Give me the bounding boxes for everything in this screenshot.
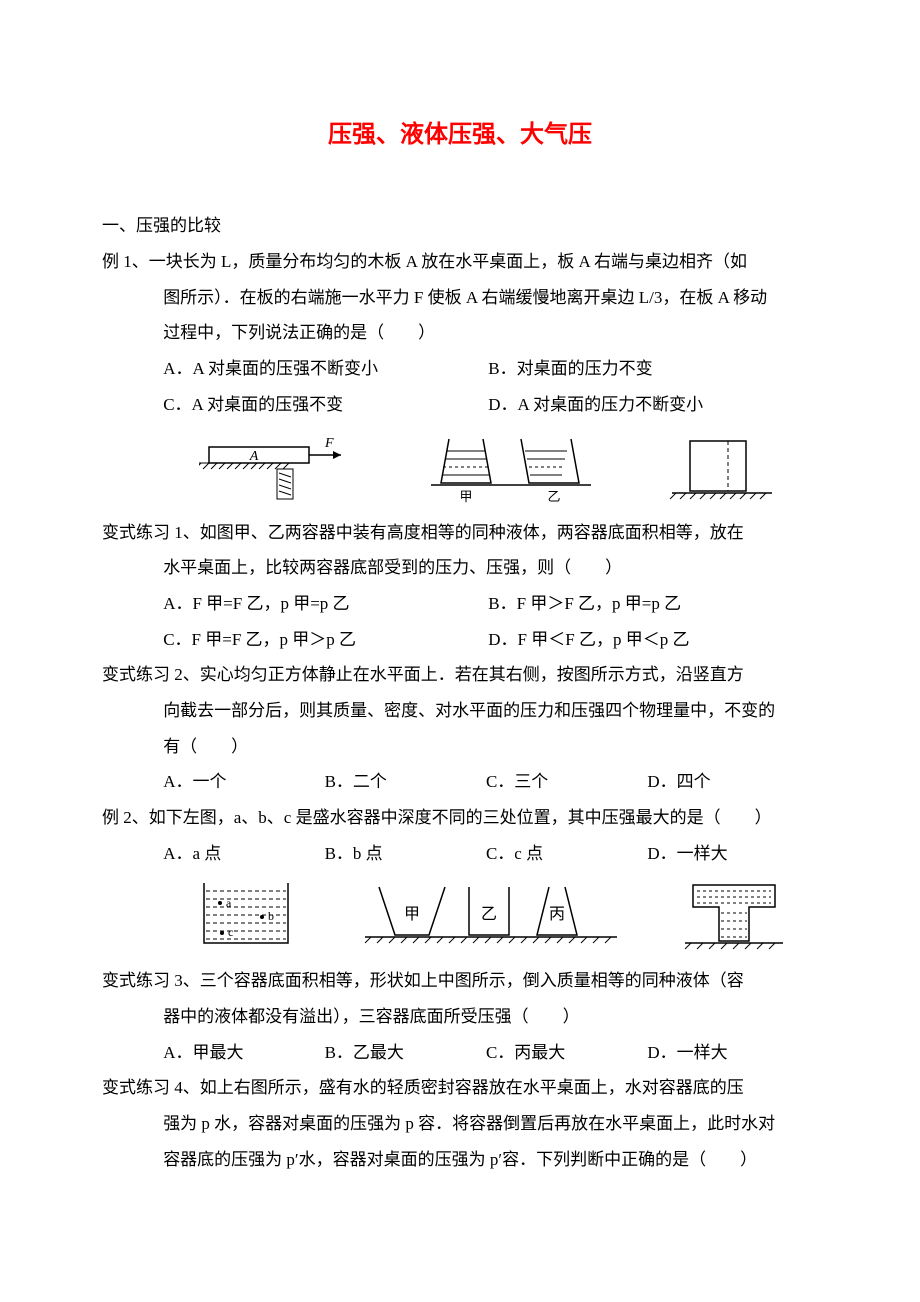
var3-option-c: C．丙最大 xyxy=(486,1035,643,1071)
var4-stem-line2: 强为 p 水，容器对桌面的压强为 p 容．将容器倒置后再放在水平桌面上，此时水对 xyxy=(102,1106,818,1142)
figure-var3-mid-label: 乙 xyxy=(481,906,497,923)
var1-options-row2: C．F 甲=F 乙，p 甲＞p 乙 D．F 甲＜F 乙，p 甲＜p 乙 xyxy=(102,622,818,658)
var3-option-a: A．甲最大 xyxy=(163,1035,320,1071)
var2-option-c: C．三个 xyxy=(486,764,643,800)
figure-ex2: a b c xyxy=(192,877,302,957)
var2-options: A．一个 B．二个 C．三个 D．四个 xyxy=(102,764,818,800)
ex2-option-b: B．b 点 xyxy=(325,836,482,872)
page-title: 压强、液体压强、大气压 xyxy=(102,110,818,160)
figure-var1: 甲 乙 xyxy=(431,429,591,509)
figure-row-2: a b c 甲 乙 丙 xyxy=(102,877,818,957)
figure-ex2-b-label: b xyxy=(268,909,274,923)
var2-option-a: A．一个 xyxy=(163,764,320,800)
ex1-stem-line1: 例 1、一块长为 L，质量分布均匀的木板 A 放在水平桌面上，板 A 右端与桌边… xyxy=(102,244,818,280)
var2-option-b: B．二个 xyxy=(325,764,482,800)
ex1-option-b: B．对桌面的压力不变 xyxy=(488,351,809,387)
ex1-option-d: D．A 对桌面的压力不断变小 xyxy=(488,387,809,423)
var1-options-row1: A．F 甲=F 乙，p 甲=p 乙 B．F 甲＞F 乙，p 甲=p 乙 xyxy=(102,586,818,622)
figure-var3: 甲 乙 丙 xyxy=(361,877,621,957)
figure-var1-left-label: 甲 xyxy=(459,489,472,504)
figure-ex2-a-label: a xyxy=(226,896,232,910)
var1-option-b: B．F 甲＞F 乙，p 甲=p 乙 xyxy=(488,586,809,622)
var4-stem-line3: 容器底的压强为 p′水，容器对桌面的压强为 p′容．下列判断中正确的是（ ） xyxy=(102,1142,818,1178)
ex2-option-a: A．a 点 xyxy=(163,836,320,872)
figure-var3-right-label: 丙 xyxy=(549,906,565,923)
figure-var1-right-label: 乙 xyxy=(547,489,560,504)
var2-stem-line3: 有（ ） xyxy=(102,729,818,765)
ex1-option-c: C．A 对桌面的压强不变 xyxy=(163,387,484,423)
var2-stem-line1: 变式练习 2、实心均匀正方体静止在水平面上．若在其右侧，按图所示方式，沿竖直方 xyxy=(102,657,818,693)
var1-option-a: A．F 甲=F 乙，p 甲=p 乙 xyxy=(163,586,484,622)
figure-var3-left-label: 甲 xyxy=(404,906,420,923)
var3-stem-line2: 器中的液体都没有溢出），三容器底面所受压强（ ） xyxy=(102,999,818,1035)
ex1-stem-line3: 过程中，下列说法正确的是（ ） xyxy=(102,315,818,351)
ex2-option-c: C．c 点 xyxy=(486,836,643,872)
var4-stem-line1: 变式练习 4、如上右图所示，盛有水的轻质密封容器放在水平桌面上，水对容器底的压 xyxy=(102,1070,818,1106)
var3-stem-line1: 变式练习 3、三个容器底面积相等，形状如上中图所示，倒入质量相等的同种液体（容 xyxy=(102,963,818,999)
figure-ex1-F-label: F xyxy=(324,436,334,451)
figure-ex1-A-label: A xyxy=(249,449,259,464)
var3-option-b: B．乙最大 xyxy=(325,1035,482,1071)
figure-var2 xyxy=(662,429,782,509)
var1-option-d: D．F 甲＜F 乙，p 甲＜p 乙 xyxy=(488,622,809,658)
figure-var4 xyxy=(679,877,789,957)
figure-ex2-c-label: c xyxy=(228,925,233,939)
ex1-options-row2: C．A 对桌面的压强不变 D．A 对桌面的压力不断变小 xyxy=(102,387,818,423)
ex1-options-row1: A．A 对桌面的压强不断变小 B．对桌面的压力不变 xyxy=(102,351,818,387)
var1-stem-line2: 水平桌面上，比较两容器底部受到的压力、压强，则（ ） xyxy=(102,550,818,586)
var3-option-d: D．一样大 xyxy=(647,1035,804,1071)
ex1-stem-line2: 图所示）．在板的右端施一水平力 F 使板 A 右端缓慢地离开桌边 L/3，在板 … xyxy=(102,280,818,316)
var2-stem-line2: 向截去一部分后，则其质量、密度、对水平面的压力和压强四个物理量中，不变的 xyxy=(102,693,818,729)
ex2-option-d: D．一样大 xyxy=(647,836,804,872)
var1-stem-line1: 变式练习 1、如图甲、乙两容器中装有高度相等的同种液体，两容器底面积相等，放在 xyxy=(102,515,818,551)
var2-option-d: D．四个 xyxy=(647,764,804,800)
ex1-option-a: A．A 对桌面的压强不断变小 xyxy=(163,351,484,387)
section-heading: 一、压强的比较 xyxy=(102,208,818,244)
ex2-stem: 例 2、如下左图，a、b、c 是盛水容器中深度不同的三处位置，其中压强最大的是（… xyxy=(102,800,818,836)
figure-ex1: A F xyxy=(199,429,359,509)
figure-row-1: A F 甲 乙 xyxy=(102,429,818,509)
ex2-options: A．a 点 B．b 点 C．c 点 D．一样大 xyxy=(102,836,818,872)
var3-options: A．甲最大 B．乙最大 C．丙最大 D．一样大 xyxy=(102,1035,818,1071)
var1-option-c: C．F 甲=F 乙，p 甲＞p 乙 xyxy=(163,622,484,658)
